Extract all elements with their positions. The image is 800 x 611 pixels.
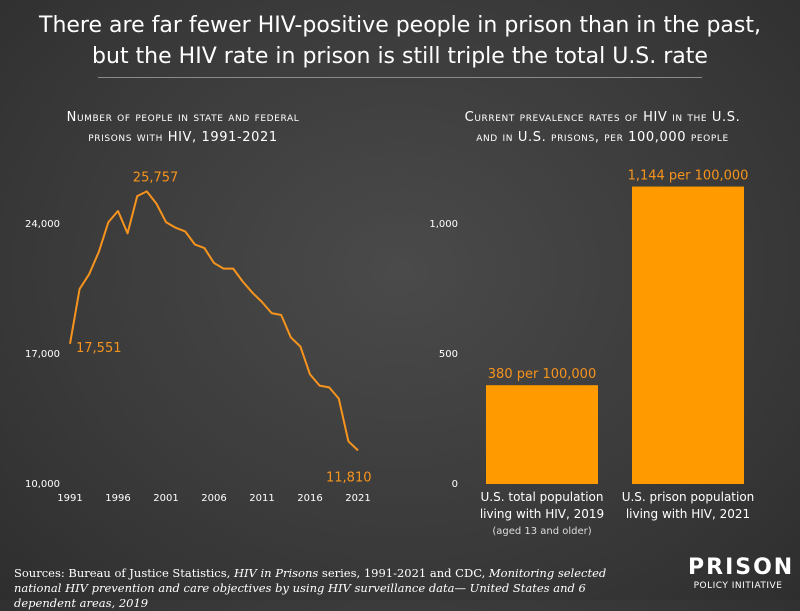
sources-note: Sources: Bureau of Justice Statistics, H… — [14, 566, 634, 611]
line-x-tick-label: 2021 — [345, 493, 370, 504]
line-data-label: 11,810 — [326, 470, 372, 485]
headline: There are far fewer HIV-positive people … — [0, 10, 800, 72]
sources-title-1: HIV in Prisons — [233, 566, 319, 580]
line-x-tick-label: 2016 — [297, 493, 322, 504]
bar — [632, 186, 744, 484]
prison-policy-logo: PRISON POLICY INITIATIVE — [688, 555, 795, 592]
logo-sub-text: POLICY INITIATIVE — [693, 581, 783, 591]
line-data-label: 25,757 — [133, 170, 179, 185]
line-y-tick-label: 24,000 — [25, 219, 60, 230]
bar-chart-title: Current prevalence rates of HIV in the U… — [420, 108, 785, 148]
line-y-tick-label: 17,000 — [25, 349, 60, 360]
line-x-tick-label: 2006 — [201, 493, 226, 504]
bar-chart-title-line-1: Current prevalence rates of HIV in the U… — [464, 110, 741, 125]
headline-line-1: There are far fewer HIV-positive people … — [39, 13, 761, 38]
sources-prefix: Sources: Bureau of Justice Statistics, — [14, 566, 234, 580]
line-x-tick-label: 1991 — [57, 493, 82, 504]
bar-category-label-line-2: living with HIV, 2019 — [480, 507, 604, 521]
sources-mid: series, 1991-2021 and CDC, — [318, 566, 489, 580]
logo-main-text: PRISON — [688, 555, 795, 580]
bar — [486, 385, 598, 484]
bar-y-tick-label: 0 — [452, 479, 458, 490]
bar-category-note: (aged 13 and older) — [492, 526, 591, 537]
line-data-label: 17,551 — [76, 341, 122, 356]
headline-divider — [98, 77, 702, 78]
line-x-tick-label: 1996 — [105, 493, 130, 504]
line-chart-title-line-1: Number of people in state and federal — [66, 110, 300, 125]
bar-category-label-line-1: U.S. total population — [481, 490, 604, 504]
line-x-tick-label: 2001 — [153, 493, 178, 504]
headline-line-2: but the HIV rate in prison is still trip… — [92, 44, 708, 69]
bar-y-tick-label: 1,000 — [429, 219, 458, 230]
bar-category-label-line-1: U.S. prison population — [622, 490, 755, 504]
line-chart-title: Number of people in state and federal pr… — [18, 108, 348, 148]
bar-category-label-line-2: living with HIV, 2021 — [626, 507, 750, 521]
bar-data-label: 1,144 per 100,000 — [628, 169, 749, 184]
bar-y-tick-label: 500 — [439, 349, 458, 360]
line-y-tick-label: 10,000 — [25, 479, 60, 490]
line-x-tick-label: 2011 — [249, 493, 274, 504]
hiv-prison-count-line — [69, 190, 359, 452]
line-chart-title-line-2: prisons with HIV, 1991-2021 — [88, 130, 278, 145]
bar-data-label: 380 per 100,000 — [488, 367, 596, 382]
bar-chart-title-line-2: and in U.S. prisons, per 100,000 people — [476, 130, 729, 145]
